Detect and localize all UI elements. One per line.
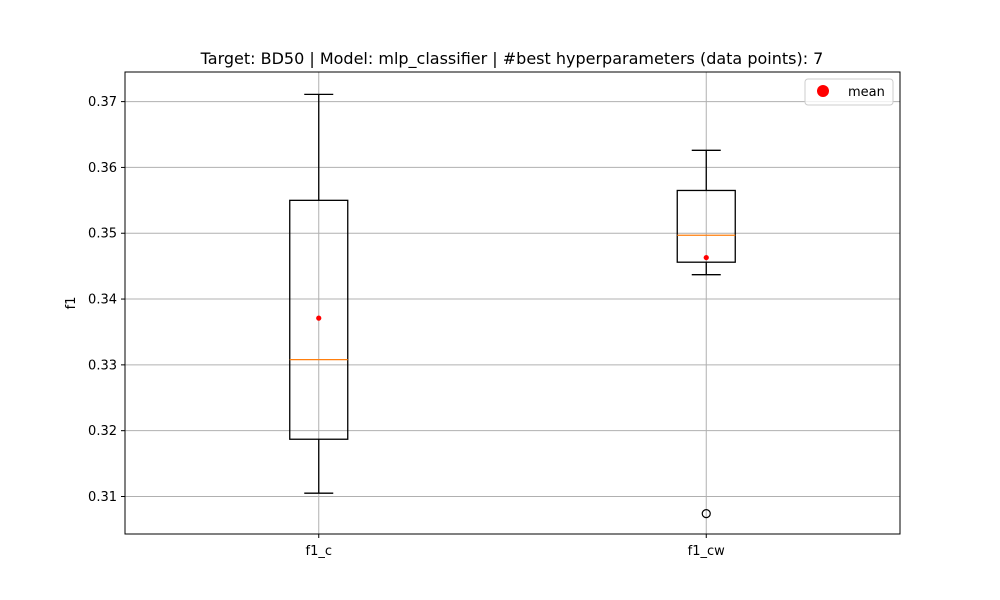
- outlier-point: [701, 508, 711, 519]
- y-axis-ticks: 0.31 0.32 0.33 0.34 0.35 0.36 0.37: [88, 95, 125, 505]
- y-axis-label: f1: [64, 297, 79, 310]
- y-tick-label: 0.31: [88, 490, 117, 505]
- boxes: [289, 93, 736, 519]
- mean-marker: [703, 254, 709, 261]
- x-axis-ticks: f1_c f1_cw: [306, 534, 725, 559]
- mean-marker: [316, 315, 322, 321]
- y-tick-label: 0.32: [88, 424, 117, 439]
- iqr-box: [289, 199, 349, 440]
- legend-mean-marker: [817, 85, 829, 97]
- y-tick-label: 0.33: [88, 358, 117, 373]
- legend-box: [804, 78, 894, 106]
- plot-frame: [124, 71, 901, 535]
- legend-mean-label: mean: [848, 85, 885, 100]
- box-group-f1-c: [289, 93, 349, 494]
- chart-title: Target: BD50 | Model: mlp_classifier | #…: [200, 49, 824, 69]
- x-tick-label: f1_cw: [688, 544, 725, 559]
- y-tick-label: 0.35: [88, 227, 117, 242]
- y-tick-label: 0.37: [88, 95, 117, 110]
- box-group-f1-cw: [676, 149, 736, 519]
- x-tick-label: f1_c: [306, 544, 333, 559]
- y-tick-label: 0.36: [88, 161, 117, 176]
- y-tick-label: 0.34: [88, 293, 117, 308]
- legend: mean: [804, 78, 894, 106]
- iqr-box: [676, 189, 736, 263]
